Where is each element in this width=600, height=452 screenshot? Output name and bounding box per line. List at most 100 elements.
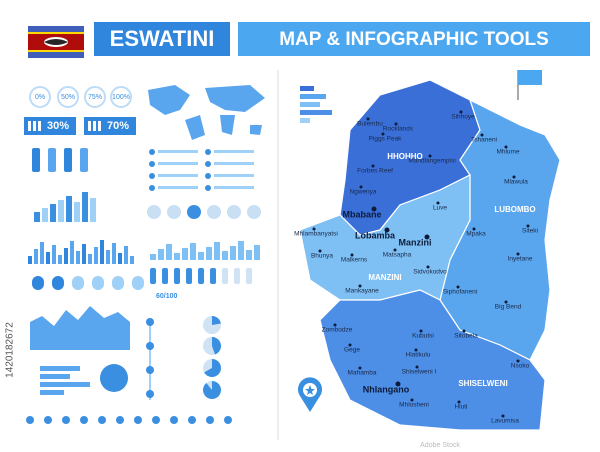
city-dot: [428, 154, 432, 158]
city-label: Hlatikulu: [406, 352, 431, 359]
capital-dot: [371, 206, 377, 212]
decor-bar: [112, 243, 116, 264]
city-dot: [516, 252, 520, 256]
city-label: Sidvokodvo: [413, 269, 447, 276]
decor-bar: [70, 241, 74, 264]
city-label: Luve: [433, 205, 447, 212]
globe-icon: [147, 205, 161, 219]
city-dot: [333, 323, 337, 327]
city-dot: [504, 145, 508, 149]
decor-bar: [28, 256, 32, 264]
capital-label: Mbabane: [342, 209, 381, 219]
decor-bar: [158, 249, 164, 260]
decor-bar: [40, 374, 70, 379]
flag: [28, 26, 84, 58]
city-label: Mahamba: [348, 370, 377, 377]
decor-bar: [40, 382, 90, 387]
user-icon: [112, 276, 124, 290]
city-label: Bulembu: [357, 121, 383, 128]
small-icon: [206, 416, 214, 424]
percent-circle: [110, 86, 132, 108]
person-icon: [98, 121, 101, 131]
user-icon: [32, 276, 44, 290]
person-icon: [234, 268, 240, 284]
country-box: [94, 22, 230, 56]
capital-dot: [395, 381, 401, 387]
city-dot: [318, 249, 322, 253]
pie-slice: [203, 381, 221, 399]
city-label: Siteki: [522, 228, 538, 235]
city-label: Sihhoye: [451, 114, 475, 121]
city-dot: [480, 133, 484, 137]
region-label: MANZINI: [368, 273, 401, 282]
list-line: [214, 174, 254, 177]
person-icon: [38, 121, 41, 131]
percent-label: 75%: [88, 94, 102, 101]
timeline-dot: [146, 318, 154, 326]
city-label: Bhunya: [311, 253, 333, 260]
small-icon: [116, 416, 124, 424]
pie-slice: [212, 316, 221, 325]
decor-bar: [230, 246, 236, 260]
region-label: LUBOMBO: [494, 205, 535, 214]
city-label: Inyetane: [508, 256, 533, 263]
map-panel: HHOHHO LUBOMBO MANZINI SHISELWENI Mbabane Lob…: [294, 70, 561, 431]
timeline-dot: [146, 366, 154, 374]
list-dot: [149, 161, 155, 167]
decor-bar: [40, 366, 80, 371]
capital-dot: [384, 227, 390, 233]
person-icon: [150, 268, 156, 284]
city-label: Sitobela: [454, 333, 478, 340]
city-dot: [394, 122, 398, 126]
globe: [100, 364, 128, 392]
person-icon: [198, 268, 204, 284]
small-icon: [80, 416, 88, 424]
city-label: Piggs Peak: [369, 136, 403, 143]
small-icon: [44, 416, 52, 424]
city-dot: [371, 164, 375, 168]
small-icon: [134, 416, 142, 424]
city-dot: [358, 284, 362, 288]
decor-bar: [106, 250, 110, 264]
percent-circle: [57, 86, 79, 108]
city-dot: [516, 359, 520, 363]
decor-bar: [66, 196, 72, 222]
list-dot: [205, 185, 211, 191]
flag-marker: [517, 70, 542, 100]
decor-bar: [52, 245, 56, 264]
city-dot: [436, 201, 440, 205]
decor-bar: [182, 248, 188, 260]
list-dot: [149, 173, 155, 179]
city-label: Matsapha: [383, 252, 412, 259]
city-label: Mhlume: [496, 149, 520, 156]
globe-icon: [227, 205, 241, 219]
city-label: Mankayane: [345, 288, 379, 295]
small-icon: [170, 416, 178, 424]
decor-bar: [94, 247, 98, 264]
person-icon: [162, 268, 168, 284]
decor-bar: [64, 248, 68, 264]
city-dot: [415, 365, 419, 369]
watermark-id: 1420182672: [5, 322, 16, 378]
percent-label: 0%: [35, 94, 45, 101]
city-dot: [393, 248, 397, 252]
decor-bar: [246, 250, 252, 260]
timeline-dot: [146, 342, 154, 350]
city-dot: [512, 175, 516, 179]
city-dot: [366, 117, 370, 121]
legend-bars: [300, 86, 332, 123]
person-icon: [80, 148, 88, 172]
person-icon: [174, 268, 180, 284]
region-label: SHISELWENI: [458, 379, 507, 388]
list-dot: [205, 149, 211, 155]
pie-slice: [212, 337, 221, 355]
city-label: Shiselweni I: [402, 369, 437, 376]
decor-bar: [58, 200, 64, 222]
decor-bar: [76, 251, 80, 264]
city-label: Nsoko: [511, 363, 530, 370]
decor-bar: [88, 254, 92, 264]
city-label: Ngwenya: [349, 189, 376, 196]
small-icon: [152, 416, 160, 424]
decor-bar: [214, 242, 220, 260]
